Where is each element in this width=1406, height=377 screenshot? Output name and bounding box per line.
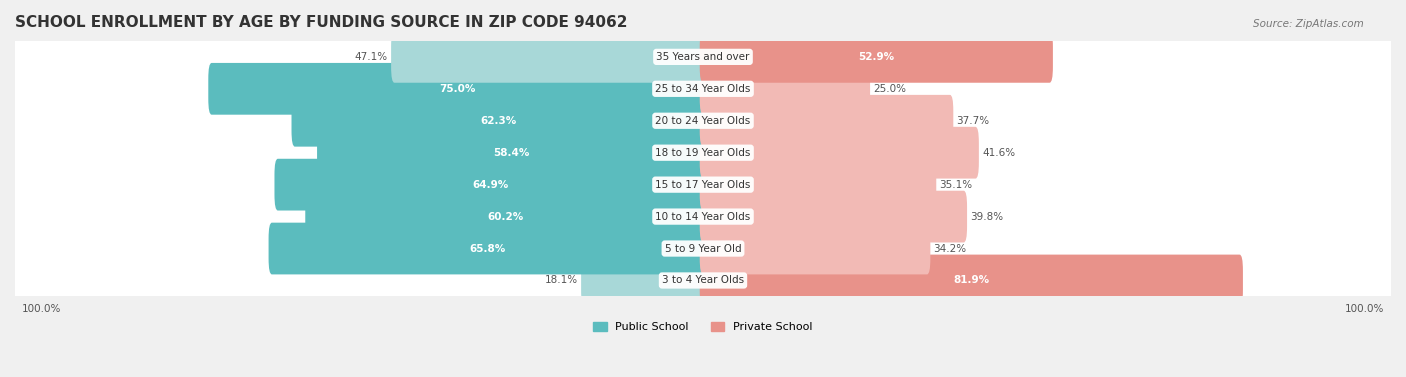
- FancyBboxPatch shape: [15, 40, 1391, 74]
- Text: Source: ZipAtlas.com: Source: ZipAtlas.com: [1253, 19, 1364, 29]
- FancyBboxPatch shape: [700, 31, 1053, 83]
- Text: 52.9%: 52.9%: [858, 52, 894, 62]
- Text: 18.1%: 18.1%: [544, 276, 578, 285]
- Text: 10 to 14 Year Olds: 10 to 14 Year Olds: [655, 211, 751, 222]
- FancyBboxPatch shape: [581, 254, 706, 307]
- Text: 25 to 34 Year Olds: 25 to 34 Year Olds: [655, 84, 751, 94]
- Text: 18 to 19 Year Olds: 18 to 19 Year Olds: [655, 148, 751, 158]
- Text: 47.1%: 47.1%: [354, 52, 388, 62]
- FancyBboxPatch shape: [15, 232, 1391, 265]
- Text: 65.8%: 65.8%: [470, 244, 506, 254]
- Text: 75.0%: 75.0%: [439, 84, 475, 94]
- FancyBboxPatch shape: [269, 223, 706, 274]
- FancyBboxPatch shape: [208, 63, 706, 115]
- Text: 5 to 9 Year Old: 5 to 9 Year Old: [665, 244, 741, 254]
- Text: 35 Years and over: 35 Years and over: [657, 52, 749, 62]
- FancyBboxPatch shape: [15, 264, 1391, 297]
- FancyBboxPatch shape: [700, 191, 967, 242]
- Text: 64.9%: 64.9%: [472, 180, 509, 190]
- FancyBboxPatch shape: [700, 63, 870, 115]
- Text: 81.9%: 81.9%: [953, 276, 990, 285]
- FancyBboxPatch shape: [15, 72, 1391, 106]
- Text: 41.6%: 41.6%: [983, 148, 1015, 158]
- Text: 3 to 4 Year Olds: 3 to 4 Year Olds: [662, 276, 744, 285]
- Text: 100.0%: 100.0%: [1346, 305, 1385, 314]
- FancyBboxPatch shape: [15, 136, 1391, 169]
- FancyBboxPatch shape: [700, 159, 936, 210]
- FancyBboxPatch shape: [15, 168, 1391, 201]
- Text: 62.3%: 62.3%: [481, 116, 517, 126]
- Text: SCHOOL ENROLLMENT BY AGE BY FUNDING SOURCE IN ZIP CODE 94062: SCHOOL ENROLLMENT BY AGE BY FUNDING SOUR…: [15, 15, 627, 30]
- Legend: Public School, Private School: Public School, Private School: [589, 318, 817, 337]
- Text: 35.1%: 35.1%: [939, 180, 973, 190]
- Text: 34.2%: 34.2%: [934, 244, 967, 254]
- Text: 20 to 24 Year Olds: 20 to 24 Year Olds: [655, 116, 751, 126]
- FancyBboxPatch shape: [391, 31, 706, 83]
- FancyBboxPatch shape: [15, 104, 1391, 137]
- FancyBboxPatch shape: [318, 127, 706, 179]
- Text: 60.2%: 60.2%: [488, 211, 524, 222]
- FancyBboxPatch shape: [700, 254, 1243, 307]
- Text: 15 to 17 Year Olds: 15 to 17 Year Olds: [655, 180, 751, 190]
- Text: 39.8%: 39.8%: [970, 211, 1004, 222]
- FancyBboxPatch shape: [305, 191, 706, 242]
- FancyBboxPatch shape: [15, 200, 1391, 233]
- FancyBboxPatch shape: [700, 223, 931, 274]
- FancyBboxPatch shape: [700, 95, 953, 147]
- FancyBboxPatch shape: [700, 127, 979, 179]
- FancyBboxPatch shape: [291, 95, 706, 147]
- Text: 58.4%: 58.4%: [494, 148, 530, 158]
- Text: 100.0%: 100.0%: [21, 305, 60, 314]
- Text: 25.0%: 25.0%: [873, 84, 907, 94]
- Text: 37.7%: 37.7%: [956, 116, 990, 126]
- FancyBboxPatch shape: [274, 159, 706, 210]
